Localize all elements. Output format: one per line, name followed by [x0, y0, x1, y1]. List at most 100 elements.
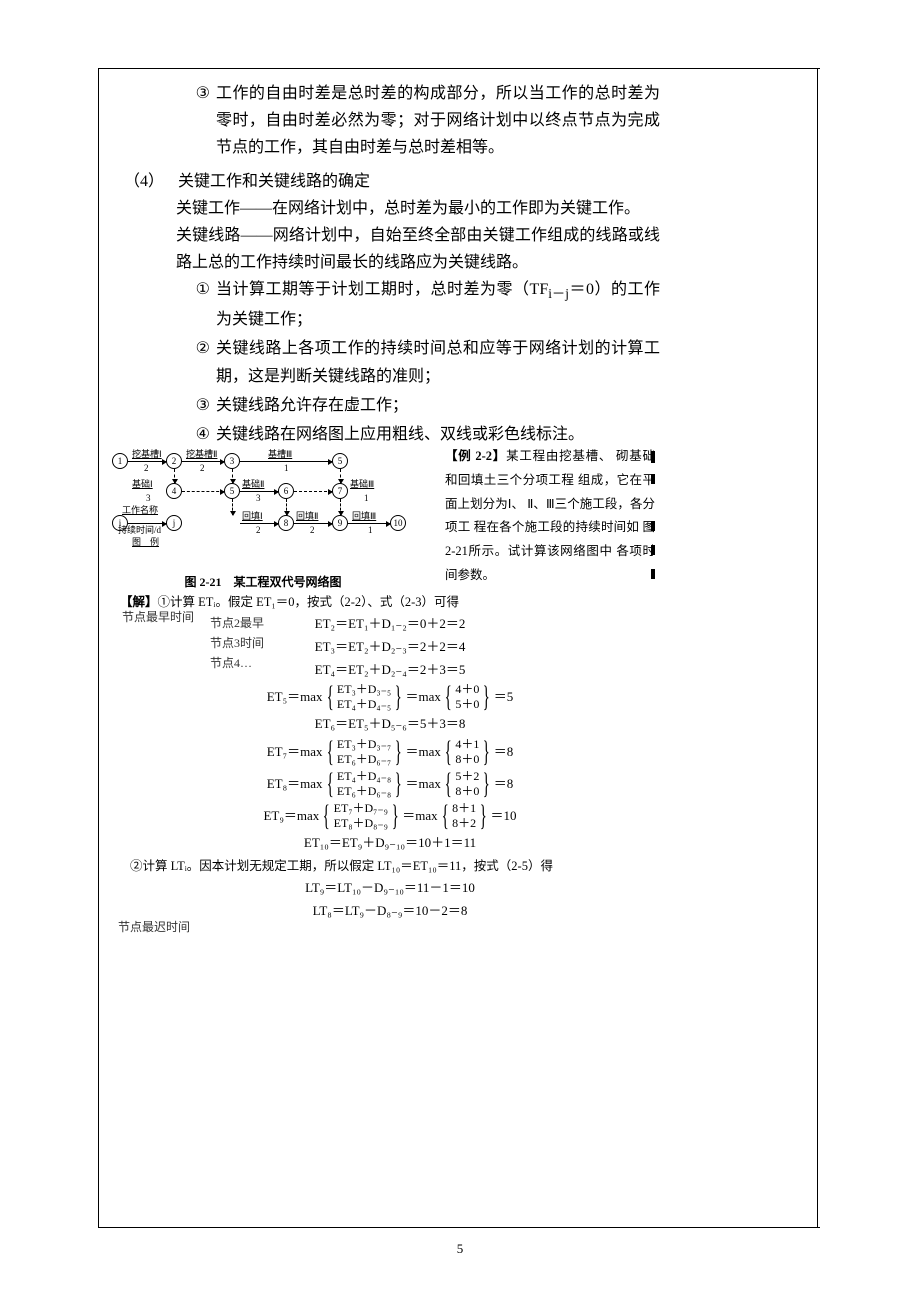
example-text: 【例 2-2】某工程由挖基槽、 砌基础和回填土三个分项工程 组成，它在平面上划分… — [445, 445, 655, 588]
cut-bar-5 — [651, 569, 655, 579]
l14b: 3 — [146, 493, 151, 503]
node-2: 2 — [166, 453, 182, 469]
l89b: 2 — [310, 525, 315, 535]
eq7: ET₈＝max { ET₄＋D₄₋₈ET₆＋D₆₋₈ } ＝max { 5＋28… — [120, 769, 660, 799]
node-10: 10 — [390, 515, 406, 531]
eq10: LT₉＝LT₁₀－D₉₋₁₀＝11－1＝10 — [120, 878, 660, 899]
eq4-r: ＝5 — [494, 687, 514, 708]
sec4-p2: 关键线路——网络计划中，自始至终全部由关键工作组成的线路或线路上总的工作持续时间… — [120, 222, 660, 276]
item3-num: ③ — [120, 80, 216, 162]
eq5: ET₆＝ET₅＋D₅₋₆＝5＋3＝8 — [120, 714, 660, 735]
eq11-t: LT₈＝LT₉－D₈₋₉＝10－2＝8 — [313, 903, 468, 918]
figure-caption: 图 2-21 某工程双代号网络图 — [108, 573, 418, 590]
sub1-sub: i－j — [548, 287, 569, 302]
eq7-m: ＝max — [406, 774, 441, 795]
l910t: 回填Ⅲ — [352, 509, 376, 522]
eq8-m: ＝max — [402, 806, 437, 827]
eq2-t: ET₃＝ET₂＋D₂₋₃＝2＋2＝4 — [315, 639, 466, 654]
l12t: 挖基槽Ⅰ — [132, 447, 162, 460]
eq4-d: 5＋0 — [455, 697, 479, 712]
sol-p2: ②计算 LTᵢ。因本计划无规定工期，所以假定 LT₁₀＝ET₁₀＝11，按式（2… — [120, 856, 660, 876]
eq8: ET₉＝max { ET₇＋D₇₋₉ET₈＋D₈₋₉ } ＝max { 8＋18… — [120, 801, 660, 831]
eq8-c: 8＋1 — [452, 801, 476, 816]
hand-3: 节点3时间 — [210, 634, 264, 651]
l46t: 基础Ⅱ — [242, 477, 264, 490]
sec4-title: 关键工作和关键线路的确定 — [178, 168, 660, 195]
legend-dur: 持续时间/d — [118, 525, 161, 537]
eq7-l: ET₈＝max — [267, 774, 323, 795]
l46b: 3 — [256, 493, 261, 503]
l67t: 基础Ⅲ — [350, 477, 374, 490]
l14t: 基础Ⅰ — [132, 477, 153, 490]
node-5: 5 — [224, 483, 240, 499]
sub2-num: ② — [120, 335, 216, 389]
eq9-t: ET₁₀＝ET₉＋D₉₋₁₀＝10＋1＝11 — [304, 835, 476, 850]
eq6: ET₇＝max { ET₃＋D₃₋₇ET₆＋D₆₋₇ } ＝max { 4＋18… — [120, 737, 660, 767]
eq5-t: ET₆＝ET₅＋D₅₋₆＝5＋3＝8 — [315, 716, 466, 731]
l89t: 回填Ⅱ — [296, 509, 318, 522]
sub1-body: 当计算工期等于计划工期时，总时差为零（TFi－j＝0）的工作为关键工作； — [216, 276, 660, 333]
eq8-l: ET₉＝max — [263, 806, 319, 827]
l23b: 2 — [200, 463, 205, 473]
ex-b5: 程在各个施工段的持续时间如 — [474, 520, 639, 534]
eq2: ET₃＝ET₂＋D₂₋₃＝2＋2＝4 — [120, 637, 660, 658]
eq7-b: ET₆＋D₆₋₈ — [337, 784, 391, 799]
sub3-num: ③ — [120, 392, 216, 419]
example-title: 【例 2-2】 — [445, 449, 506, 463]
l48t: 回填Ⅰ — [242, 509, 263, 522]
arrow-5-6 — [240, 491, 278, 492]
l35t: 基槽Ⅲ — [268, 447, 292, 460]
arrow-1-2 — [128, 461, 166, 462]
eq4-b: ET₄＋D₄₋₅ — [337, 697, 391, 712]
eq6-a: ET₃＋D₃₋₇ — [337, 737, 391, 752]
vdash-7-9 — [340, 499, 341, 515]
eq6-c: 4＋1 — [455, 737, 479, 752]
l67b: 1 — [364, 493, 369, 503]
eq6-r: ＝8 — [494, 742, 514, 763]
node-9: 9 — [332, 515, 348, 531]
eq8-b: ET₈＋D₈₋₉ — [334, 816, 388, 831]
solution-block: 【解】 ①计算 ETᵢ。假定 ET₁＝0，按式（2-2）、式（2-3）可得 ET… — [120, 592, 660, 924]
vdash-5-8 — [232, 499, 233, 515]
network-diagram: 1 2 3 5 挖基槽Ⅰ 2 挖基槽Ⅱ 2 基槽Ⅲ 1 4 5 6 7 基础Ⅰ … — [108, 445, 418, 565]
cut-bar-1 — [651, 451, 655, 463]
legend-arrow — [128, 523, 166, 524]
legend-tag: 图 例 — [132, 537, 159, 549]
main-text: ③ 工作的自由时差是总时差的构成部分，所以当工作的总时差为零时，自由时差必然为零… — [120, 80, 660, 450]
arrow-2-3 — [182, 461, 224, 462]
node-6: 6 — [278, 483, 294, 499]
node-8: 8 — [278, 515, 294, 531]
eq4-a: ET₃＋D₃₋₅ — [337, 682, 391, 697]
dash-6-7 — [294, 491, 332, 492]
l910b: 1 — [368, 525, 373, 535]
eq4: ET₅＝max { ET₃＋D₃₋₅ET₄＋D₄₋₅ } ＝max { 4＋05… — [120, 682, 660, 712]
eq1: ET₂＝ET₁＋D₁₋₂＝0＋2＝2 — [120, 614, 660, 635]
eq7-a: ET₄＋D₄₋₈ — [337, 769, 391, 784]
sub1-num: ① — [120, 276, 216, 333]
l23t: 挖基槽Ⅱ — [186, 447, 217, 460]
eq8-d: 8＋2 — [452, 816, 476, 831]
item3-body: 工作的自由时差是总时差的构成部分，所以当工作的总时差为零时，自由时差必然为零；对… — [216, 80, 660, 162]
node-j: j — [166, 515, 182, 531]
arrow-3-5 — [240, 461, 332, 462]
ex-b1: 某工程由挖基槽、 — [506, 449, 612, 463]
eq6-b: ET₆＋D₆₋₇ — [337, 752, 391, 767]
eq3: ET₄＝ET₂＋D₂₋₄＝2＋3＝5 — [120, 660, 660, 681]
eq8-a: ET₇＋D₇₋₉ — [334, 801, 388, 816]
vdash-3-5b — [232, 469, 233, 483]
sec4-num: （4） — [120, 168, 178, 195]
arrow-x-8 — [240, 523, 278, 524]
eq9: ET₁₀＝ET₉＋D₉₋₁₀＝10＋1＝11 — [120, 833, 660, 854]
hand-5: 节点最迟时间 — [118, 918, 190, 935]
eq6-d: 8＋0 — [455, 752, 479, 767]
l48b: 2 — [256, 525, 261, 535]
dash-4-5 — [182, 491, 224, 492]
arrow-9-10 — [348, 523, 390, 524]
cut-bar-4 — [651, 545, 655, 555]
node-4: 4 — [166, 483, 182, 499]
sec4-p1: 关键工作——在网络计划中，总时差为最小的工作即为关键工作。 — [120, 195, 660, 222]
eq3-t: ET₄＝ET₂＋D₂₋₄＝2＋3＝5 — [315, 662, 466, 677]
node-1: 1 — [112, 453, 128, 469]
sub1-a: 当计算工期等于计划工期时，总时差为零（TF — [216, 281, 548, 298]
node-7: 7 — [332, 483, 348, 499]
